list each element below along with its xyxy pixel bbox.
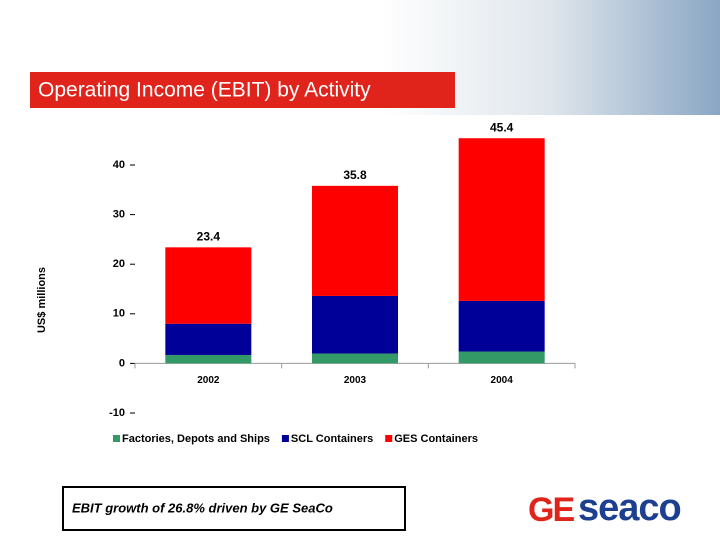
bar-segment [312, 353, 398, 364]
total-label: 23.4 [197, 230, 221, 244]
y-tick-label: -10 [109, 407, 125, 419]
bar-segment [165, 354, 252, 364]
y-tick-label: 10 [113, 308, 125, 320]
legend-label: GES Containers [394, 433, 478, 445]
legend-swatch [385, 435, 393, 442]
total-label: 35.8 [343, 168, 367, 182]
x-tick-label: 2004 [491, 375, 514, 386]
bar-segment [312, 185, 398, 296]
bar-segment [458, 300, 545, 352]
y-axis-label: US$ millions [36, 267, 48, 333]
x-tick-label: 2003 [344, 375, 367, 386]
bar-segment [458, 138, 545, 301]
bar-segment [458, 351, 545, 364]
bar-segment [312, 295, 398, 354]
slide-title: Operating Income (EBIT) by Activity [38, 79, 371, 102]
callout-text: EBIT growth of 26.8% driven by GE SeaCo [72, 500, 333, 515]
legend-swatch [113, 435, 120, 442]
bar-segment [165, 323, 252, 355]
callout-box [62, 486, 406, 531]
legend-swatch [281, 435, 289, 442]
title-bar [30, 72, 455, 108]
y-tick-label: 30 [113, 209, 125, 221]
total-label: 45.4 [490, 120, 514, 134]
y-tick-label: 40 [113, 159, 125, 171]
bar-segment [165, 247, 252, 324]
y-tick-label: 20 [113, 258, 125, 270]
legend-label: SCL Containers [291, 433, 373, 445]
legend-label: Factories, Depots and Ships [122, 433, 270, 445]
logo-ge: GE [528, 491, 574, 529]
chart: -10 0 10 20 30 40 23.4 2002 35.8 2003 45.4 2004 Fact… [109, 120, 576, 445]
x-tick-label: 2002 [197, 375, 220, 386]
logo-seaco: seaco [578, 487, 681, 529]
y-tick-label: 0 [119, 357, 125, 369]
